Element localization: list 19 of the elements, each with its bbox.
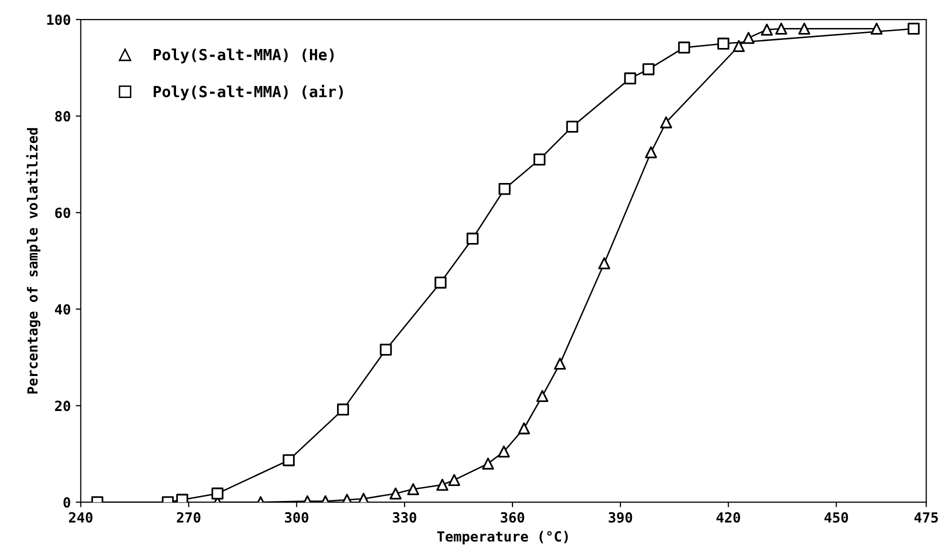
x-tick-label: 330 <box>392 512 416 523</box>
x-tick-label: 270 <box>176 512 200 523</box>
x-tick-label: 390 <box>608 512 632 523</box>
y-axis-title: Percentage of sample volatilized <box>26 128 40 394</box>
x-tick-label: 450 <box>824 512 848 523</box>
x-tick-label: 240 <box>68 512 92 523</box>
x-tick-label: 475 <box>914 512 938 523</box>
x-tick-label: 360 <box>500 512 524 523</box>
y-tick-label: 60 <box>55 208 70 218</box>
y-tick-label: 80 <box>55 111 70 122</box>
legend-label: Poly(S-alt-MMA) (air) <box>154 84 343 100</box>
legend-label: Poly(S-alt-MMA) (He) <box>154 48 334 64</box>
y-tick-label: 40 <box>54 304 70 315</box>
x-axis-title: Temperature (°C) <box>437 530 568 544</box>
y-tick-label: 0 <box>64 497 70 508</box>
x-tick-label: 420 <box>716 512 740 523</box>
x-tick-label: 300 <box>284 512 308 523</box>
y-tick-label: 100 <box>47 14 70 26</box>
y-tick-label: 20 <box>55 400 70 412</box>
